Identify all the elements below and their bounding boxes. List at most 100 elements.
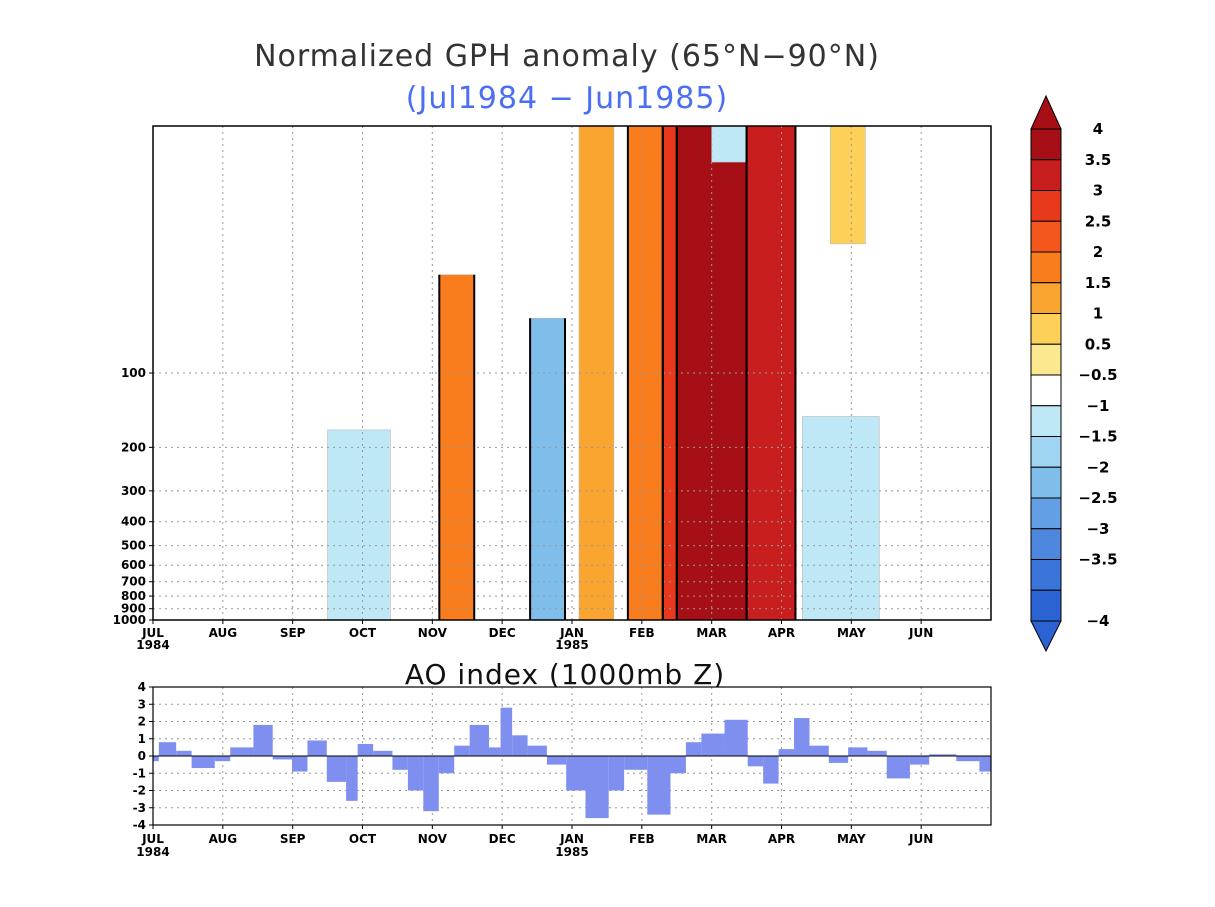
ao-bar-21 — [500, 707, 513, 756]
colorbar-extend-bottom — [1030, 620, 1062, 653]
ao-ytick-label-8: -4 — [133, 818, 146, 832]
heatmap-xtick-label-aug: AUG — [209, 626, 238, 640]
ao-bar-31 — [685, 742, 702, 756]
ao-bar-29 — [647, 756, 671, 815]
heatmap-xtick-year-1984: 1984 — [136, 638, 169, 652]
ao-ytick-label-1: 3 — [138, 697, 146, 711]
colorbar-tick-label-8: −0.5 — [1078, 366, 1117, 384]
colorbar: 4 3.5 3 2.5 2 1.5 1 0.5 −0.5 −1 −1.5 −2 −2.5 −3 −3.5 −4 — [1030, 94, 1118, 653]
colorbar-bin-8 — [1030, 374, 1062, 407]
ao-bar-11 — [346, 756, 358, 801]
anomaly-region-8 — [439, 274, 475, 621]
ao-ytick-label-0: 4 — [138, 680, 146, 694]
ao-ytick-label-3: 1 — [138, 732, 146, 746]
colorbar-tick-label-3: 2.5 — [1085, 212, 1112, 230]
colorbar-tick-label-1: 3.5 — [1085, 151, 1112, 169]
ao-ytick-label-7: -3 — [133, 801, 146, 815]
anomaly-region-6 — [711, 125, 747, 163]
heatmap-subtitle: (Jul1984 − Jun1985) — [406, 81, 728, 116]
colorbar-tick-label-2: 3 — [1093, 182, 1103, 200]
ao-bar-14 — [392, 756, 408, 770]
ao-xtick-label-feb: FEB — [629, 832, 655, 846]
heatmap-ytick-label-6: 700 — [121, 575, 146, 589]
colorbar-bin-1 — [1030, 159, 1062, 191]
anomaly-region-10 — [830, 125, 866, 245]
ao-bar-26 — [585, 756, 609, 819]
ao-bar-46 — [979, 756, 991, 772]
ao-bar-30 — [670, 756, 686, 774]
heatmap-xtick-label-mar: MAR — [696, 626, 726, 640]
ao-xtick-label-nov: NOV — [418, 832, 448, 846]
heatmap-ytick-label-0: 100 — [121, 366, 146, 380]
colorbar-tick-label-11: −2 — [1086, 458, 1109, 476]
ao-bar-1 — [158, 742, 177, 756]
heatmap-xtick-label-jun: JUN — [908, 626, 933, 640]
ao-bar-36 — [778, 749, 795, 756]
ao-bar-2 — [176, 750, 192, 756]
ao-bar-25 — [566, 756, 586, 791]
ao-bar-12 — [357, 743, 374, 756]
ao-bar-6 — [253, 724, 273, 756]
anomaly-region-9 — [578, 125, 615, 621]
ao-title: AO index (1000mb Z) — [405, 658, 725, 691]
anomaly-region-5 — [802, 416, 880, 621]
colorbar-bin-5 — [1030, 282, 1062, 314]
heatmap-xtick-year-1985: 1985 — [555, 638, 588, 652]
heatmap-ytick-label-3: 400 — [121, 515, 146, 529]
ao-bar-19 — [469, 724, 489, 756]
heatmap-ytick-label-2: 300 — [121, 484, 146, 498]
ao-bar-35 — [763, 756, 779, 784]
heatmap-xtick-label-sep: SEP — [280, 626, 306, 640]
ao-bar-15 — [407, 756, 424, 791]
heatmap-ytick-label-1: 200 — [121, 440, 146, 454]
ao-xtick-label-jun: JUN — [908, 832, 933, 846]
heatmap-xtick-label-feb: FEB — [629, 626, 655, 640]
ao-bar-33 — [724, 719, 748, 756]
ao-bar-27 — [608, 756, 625, 791]
colorbar-bin-12 — [1030, 497, 1062, 530]
heatmap-title: Normalized GPH anomaly (65°N−90°N) — [254, 39, 880, 74]
ao-bar-37 — [794, 718, 810, 756]
colorbar-bin-13 — [1030, 528, 1062, 560]
ao-bar-13 — [373, 750, 393, 756]
ao-ytick-label-6: -2 — [133, 784, 146, 798]
heatmap-xtick-label-may: MAY — [837, 626, 866, 640]
ao-xtick-year-1984: 1984 — [136, 845, 169, 859]
colorbar-tick-label-7: 0.5 — [1085, 335, 1112, 353]
colorbar-bin-2 — [1030, 190, 1062, 222]
ao-bar-7 — [272, 756, 293, 760]
ao-xtick-label-dec: DEC — [489, 832, 516, 846]
colorbar-tick-label-10: −1.5 — [1078, 428, 1117, 446]
ao-bar-10 — [326, 756, 347, 782]
colorbar-bin-9 — [1030, 405, 1062, 437]
colorbar-bin-0 — [1030, 128, 1062, 161]
ao-xtick-label-jul: JUL — [141, 832, 164, 846]
ao-bar-40 — [848, 747, 868, 756]
anomaly-region-7 — [327, 429, 391, 621]
colorbar-tick-label-9: −1 — [1086, 397, 1109, 415]
ao-bar-42 — [886, 756, 910, 779]
ao-xtick-label-may: MAY — [837, 832, 866, 846]
ao-ytick-label-2: 2 — [138, 715, 146, 729]
heatmap-xtick-label-apr: APR — [768, 626, 795, 640]
ao-bar-17 — [438, 756, 455, 774]
ao-bar-3 — [191, 756, 215, 769]
ao-bar-39 — [828, 756, 849, 763]
colorbar-tick-label-13: −3 — [1086, 520, 1109, 538]
heatmap-ytick-label-5: 600 — [121, 558, 146, 572]
ao-bar-0 — [153, 756, 159, 762]
ao-xtick-label-mar: MAR — [696, 832, 726, 846]
ao-xtick-label-aug: AUG — [209, 832, 238, 846]
ao-bar-18 — [454, 745, 470, 756]
heatmap-ytick-label-4: 500 — [121, 539, 146, 553]
colorbar-bin-11 — [1030, 466, 1062, 499]
ao-bar-22 — [512, 735, 528, 756]
ao-bar-9 — [307, 740, 327, 756]
ao-bar-44 — [929, 754, 957, 756]
colorbar-bin-3 — [1030, 220, 1062, 253]
ao-bar-28 — [624, 756, 648, 770]
colorbar-tick-label-0: 4 — [1093, 120, 1103, 138]
